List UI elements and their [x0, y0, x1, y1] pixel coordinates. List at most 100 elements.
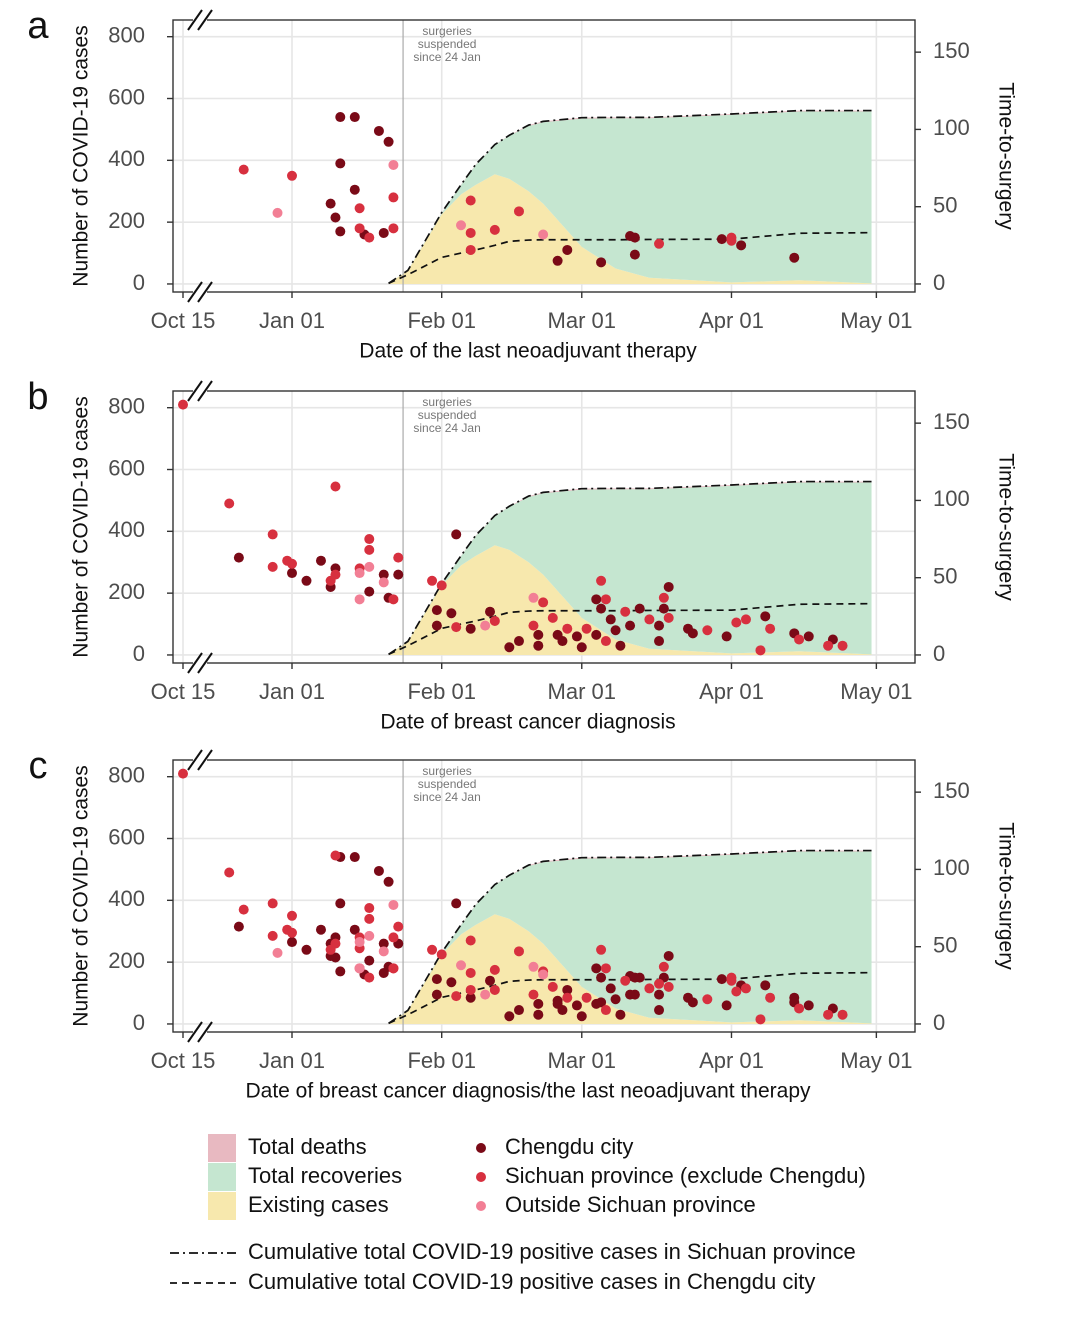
x-tick-label: Mar 01: [548, 308, 616, 333]
patient-point: [576, 642, 587, 653]
patient-point: [388, 899, 399, 910]
patient-point: [335, 158, 346, 169]
y-tick-label: 200: [108, 579, 145, 604]
patient-point: [600, 636, 611, 647]
annotation-text: since 24 Jan: [413, 790, 480, 804]
patient-point: [702, 994, 713, 1005]
patient-point: [383, 136, 394, 147]
y2-axis-title: Time-to-surgery: [994, 822, 1017, 970]
y2-axis-title: Time-to-surgery: [994, 453, 1017, 601]
patient-point: [581, 992, 592, 1003]
x-tick-label: Feb 01: [407, 1048, 476, 1073]
patient-point: [330, 938, 341, 949]
patient-point: [528, 989, 539, 1000]
patient-point: [427, 944, 438, 955]
legend-label: Existing cases: [248, 1192, 389, 1217]
patient-point: [451, 622, 462, 633]
x-tick-label: Feb 01: [407, 679, 476, 704]
patient-point: [330, 481, 341, 492]
y2-tick-label: 150: [933, 38, 970, 63]
patient-point: [837, 640, 848, 651]
axis-break-gap: [193, 18, 207, 22]
patient-point: [388, 963, 399, 974]
legend-label: Sichuan province (exclude Chengdu): [505, 1163, 866, 1188]
cumulative-line: [388, 602, 872, 656]
patient-point: [349, 852, 360, 863]
patient-point: [663, 950, 674, 961]
y2-tick-label: 50: [933, 564, 957, 589]
annotation-text: surgeries: [422, 24, 471, 38]
y-tick-label: 400: [108, 886, 145, 911]
patient-point: [315, 924, 326, 935]
patient-point: [489, 224, 500, 235]
y-tick-label: 200: [108, 208, 145, 233]
patient-point: [301, 944, 312, 955]
axis-break-mark: [187, 9, 203, 31]
patient-point: [600, 1005, 611, 1016]
patient-point: [378, 577, 389, 588]
patient-point: [388, 192, 399, 203]
patient-point: [431, 989, 442, 1000]
patient-point: [658, 592, 669, 603]
patient-point: [528, 961, 539, 972]
plot-frame: [172, 390, 916, 664]
patient-point: [605, 983, 616, 994]
axis-break-mark: [187, 652, 203, 674]
axis-break-mark: [187, 749, 203, 771]
patient-point: [571, 631, 582, 642]
patient-point: [547, 612, 558, 623]
legend-swatch: [208, 1192, 236, 1220]
patient-point: [451, 529, 462, 540]
patient-point: [755, 1014, 766, 1025]
patient-point: [388, 159, 399, 170]
patient-point: [610, 625, 621, 636]
annotation-text: suspended: [418, 408, 477, 422]
patient-point: [581, 623, 592, 634]
y-tick-label: 600: [108, 824, 145, 849]
patient-point: [451, 991, 462, 1002]
patient-point: [364, 534, 375, 545]
axis-break-mark: [197, 9, 213, 31]
patient-point: [654, 1005, 665, 1016]
patient-point: [354, 963, 365, 974]
patient-point: [364, 586, 375, 597]
patient-point: [591, 629, 602, 640]
patient-point: [431, 974, 442, 985]
patient-point: [272, 947, 283, 958]
cumulative-line: [388, 849, 872, 1025]
patient-point: [533, 1009, 544, 1020]
y-axis-title: Number of COVID-19 cases: [70, 396, 93, 657]
patient-point: [267, 898, 278, 909]
patient-point: [465, 195, 476, 206]
patient-point: [465, 244, 476, 255]
patient-point: [489, 984, 500, 995]
patient-point: [287, 170, 297, 181]
plot-frame: [172, 19, 916, 293]
patient-point: [740, 614, 751, 625]
patient-point: [663, 981, 674, 992]
patient-point: [489, 964, 500, 975]
patient-point: [823, 640, 834, 651]
patient-point: [388, 223, 399, 234]
patient-point: [654, 636, 665, 647]
patient-point: [446, 977, 457, 988]
annotation-text: suspended: [418, 777, 477, 791]
patient-point: [596, 575, 607, 586]
patient-point: [315, 555, 326, 566]
patient-point: [538, 969, 549, 980]
patient-point: [687, 628, 698, 639]
patient-point: [330, 569, 341, 580]
patient-point: [489, 615, 500, 626]
patient-point: [378, 227, 389, 238]
patient-point: [393, 552, 404, 563]
y2-axis-title: Time-to-surgery: [994, 82, 1017, 230]
axis-break-mark: [197, 281, 213, 303]
patient-point: [373, 865, 384, 876]
axis-break-gap: [193, 290, 207, 294]
legend-label: Outside Sichuan province: [505, 1192, 756, 1217]
patient-point: [644, 614, 655, 625]
patient-point: [702, 625, 713, 636]
patient-point: [287, 568, 297, 579]
